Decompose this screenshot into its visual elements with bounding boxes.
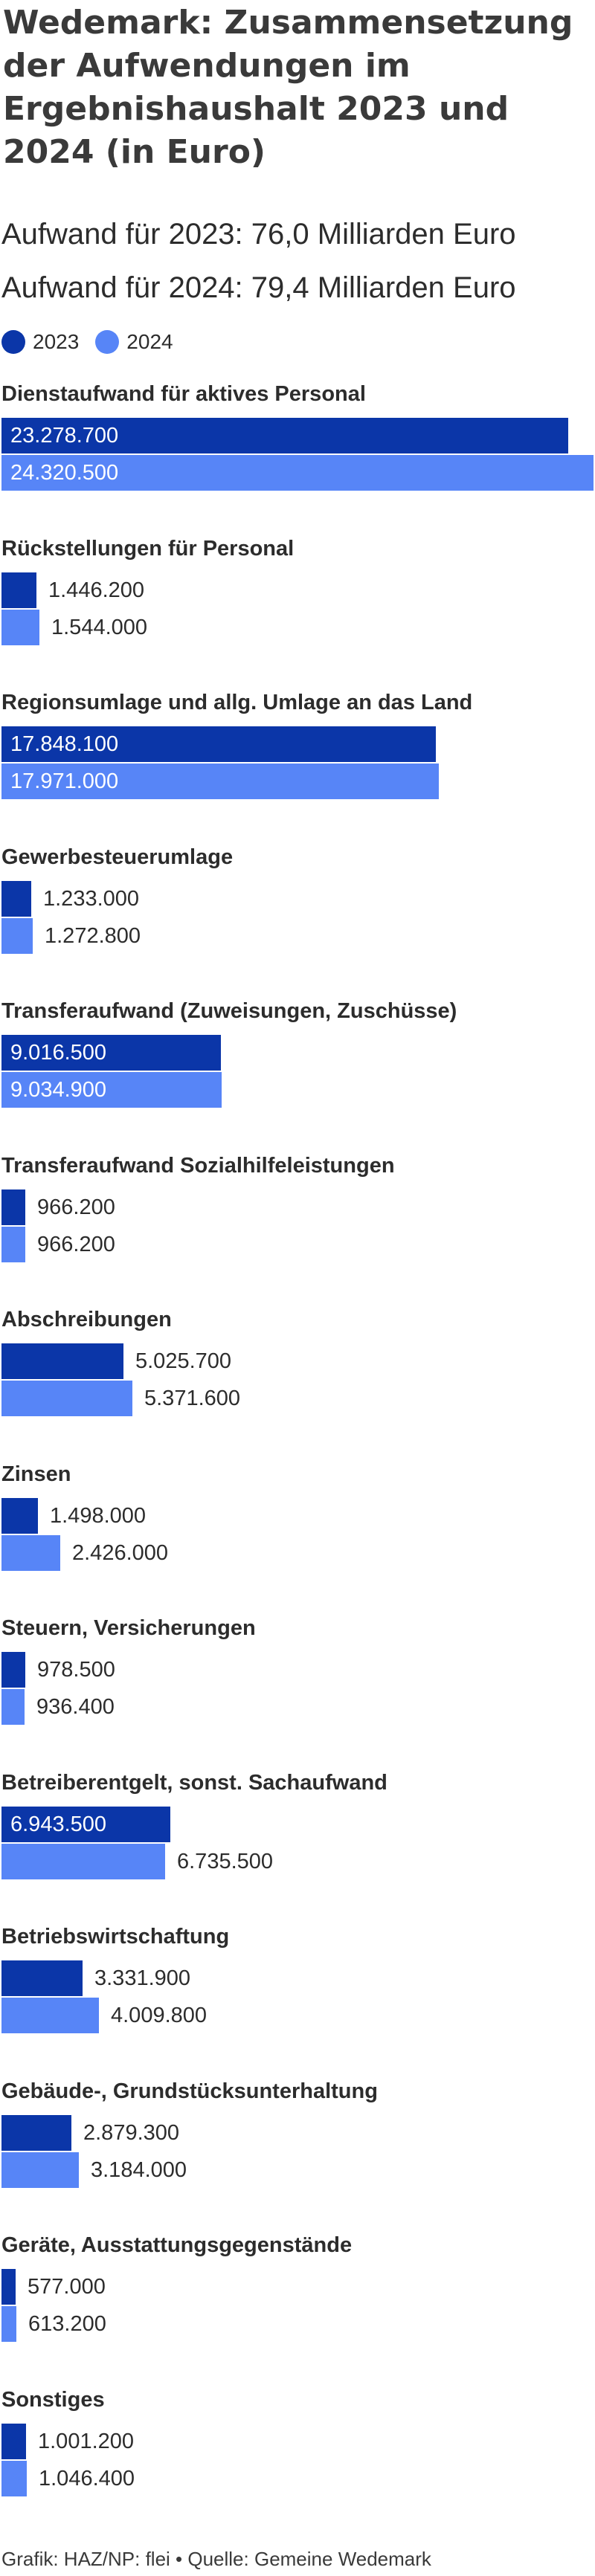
bar-2023 [1, 1497, 38, 1534]
value-label-2024: 24.320.500 [10, 461, 119, 485]
bar-2024 [1, 609, 39, 645]
bar-2024 [1, 1534, 60, 1571]
bar-2023 [1, 2114, 71, 2151]
value-label-2024: 6.735.500 [177, 1849, 274, 1873]
category-label: Dienstaufwand für aktives Personal [1, 382, 366, 406]
category-label: Gewerbesteuerumlage [1, 845, 234, 869]
bar-2024 [1, 2151, 79, 2188]
bar-2024 [1, 2460, 27, 2496]
bar-2024 [1, 1843, 165, 1879]
category-label: Rückstellungen für Personal [1, 536, 295, 561]
bar-2023 [1, 2269, 16, 2305]
bar-2023 [1, 1652, 25, 1688]
bar-2023 [1, 1806, 170, 1842]
bar-2023 [1, 1189, 25, 1225]
legend-swatch-2024 [95, 330, 120, 354]
bar-2024 [1, 917, 33, 954]
bar-2024 [1, 1998, 99, 2033]
category-label: Gebäude-, Grundstücksunterhaltung [1, 2079, 378, 2103]
value-label-2024: 2.426.000 [72, 1540, 169, 1565]
bar-2024 [1, 764, 439, 799]
value-label-2023: 5.025.700 [135, 1349, 232, 1373]
bar-2024 [1, 1072, 222, 1108]
value-label-2024: 1.544.000 [51, 615, 148, 639]
value-label-2023: 2.879.300 [83, 2120, 180, 2145]
value-label-2023: 1.446.200 [48, 578, 145, 602]
subtitle-2023: Aufwand für 2023: 76,0 Milliarden Euro [1, 218, 516, 251]
bar-2023 [1, 2423, 26, 2459]
value-label-2023: 1.498.000 [50, 1503, 147, 1528]
value-label-2024: 9.034.900 [10, 1078, 107, 1102]
legend-label-2023: 2023 [33, 330, 80, 353]
category-label: Betreiberentgelt, sonst. Sachaufwand [1, 1770, 387, 1795]
bar-2023 [1, 726, 436, 762]
legend-item-2024: 2024 [95, 330, 173, 354]
legend-item-2023: 2023 [1, 330, 79, 354]
value-label-2024: 4.009.800 [111, 2004, 208, 2027]
category-label: Sonstiges [1, 2387, 105, 2412]
legend: 2023 2024 [1, 327, 190, 357]
category-label: Zinsen [1, 1462, 71, 1486]
category-label: Abschreibungen [1, 1308, 172, 1331]
value-label-2023: 3.331.900 [94, 1966, 191, 1990]
category-label: Geräte, Ausstattungsgegenstände [1, 2233, 353, 2257]
value-label-2024: 1.272.800 [45, 923, 141, 948]
bar-2023 [1, 418, 568, 453]
value-label-2023: 966.200 [37, 1195, 115, 1219]
value-label-2024: 966.200 [37, 1232, 115, 1256]
value-label-2023: 1.001.200 [38, 2429, 135, 2453]
category-label: Transferaufwand (Zuweisungen, Zuschüsse) [1, 999, 457, 1023]
value-label-2024: 1.046.400 [39, 2466, 135, 2491]
value-label-2023: 23.278.700 [10, 424, 119, 448]
bar-2024 [1, 1226, 25, 1262]
bar-2023 [1, 572, 36, 608]
bar-2024 [1, 455, 594, 491]
bar-2024 [1, 1381, 132, 1416]
category-label: Regionsumlage und allg. Umlage an das La… [1, 691, 473, 714]
value-label-2024: 5.371.600 [144, 1387, 241, 1410]
legend-swatch-2023 [1, 330, 25, 354]
bar-2023 [1, 1343, 123, 1379]
category-label: Betriebswirtschaftung [1, 1925, 230, 1949]
value-label-2023: 9.016.500 [10, 1041, 107, 1065]
bar-2023 [1, 1960, 83, 1996]
bar-2024 [1, 1689, 25, 1725]
value-label-2024: 936.400 [36, 1695, 115, 1719]
bar-2024 [1, 2306, 16, 2342]
chart-title: Wedemark: Zusammensetzung der Aufwendung… [3, 4, 573, 171]
value-label-2023: 1.233.000 [43, 886, 140, 911]
category-label: Steuern, Versicherungen [1, 1616, 256, 1640]
subtitle-2024: Aufwand für 2024: 79,4 Milliarden Euro [1, 271, 516, 304]
value-label-2024: 613.200 [28, 2312, 106, 2336]
legend-label-2024: 2024 [126, 330, 173, 353]
value-label-2024: 17.971.000 [10, 769, 119, 793]
value-label-2023: 978.500 [37, 1658, 115, 1682]
value-label-2023: 6.943.500 [10, 1812, 107, 1836]
bar-2023 [1, 880, 31, 917]
bar-2023 [1, 1035, 221, 1071]
value-label-2023: 17.848.100 [10, 732, 119, 756]
category-label: Transferaufwand Sozialhilfeleistungen [1, 1153, 395, 1178]
value-label-2024: 3.184.000 [91, 2157, 187, 2182]
value-label-2023: 577.000 [28, 2275, 106, 2299]
source-footer: Grafik: HAZ/NP: flei • Quelle: Gemeine W… [1, 2548, 431, 2570]
